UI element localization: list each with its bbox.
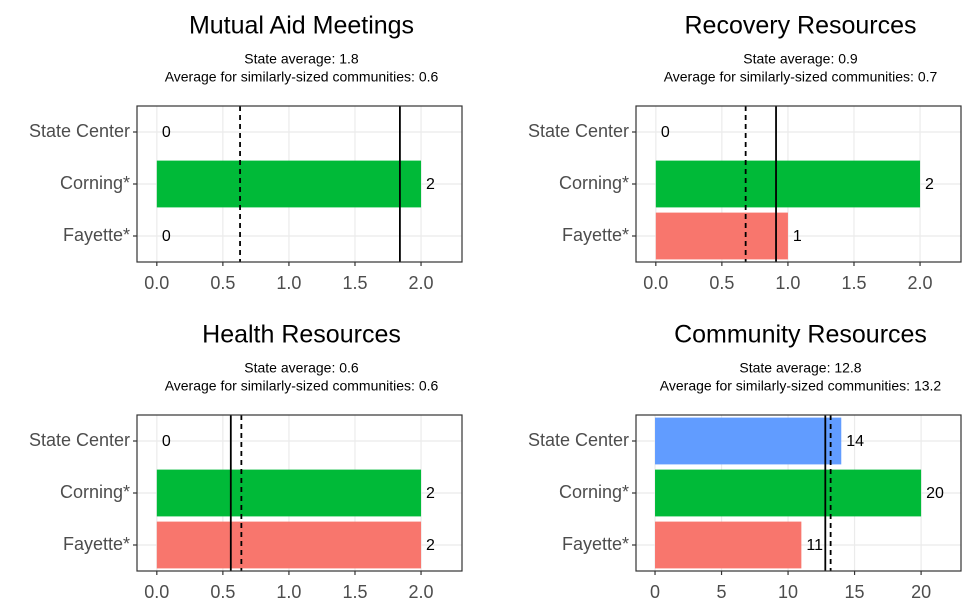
- bar: [156, 160, 422, 208]
- value-label: 2: [925, 176, 934, 193]
- panel-border: [136, 105, 463, 263]
- value-label: 1: [793, 228, 802, 245]
- x-tick-label: 1.5: [342, 273, 367, 293]
- panel-title: Health Resources: [202, 321, 401, 349]
- bar: [655, 160, 921, 208]
- x-tick-label: 1.5: [841, 273, 866, 293]
- y-tick-label: Corning*: [60, 482, 130, 502]
- x-tick-label: 2.0: [409, 582, 434, 602]
- y-tick-label: Corning*: [559, 173, 629, 193]
- value-label: 11: [806, 537, 823, 554]
- x-tick-label: 0.5: [709, 273, 734, 293]
- y-tick-label: State Center: [29, 121, 130, 141]
- x-tick-label: 0.0: [144, 582, 169, 602]
- panel-subtitle: State average: 0.9: [743, 51, 858, 67]
- panel-subtitle: Average for similarly-sized communities:…: [165, 69, 439, 85]
- x-tick-label: 1.0: [775, 273, 800, 293]
- value-label: 2: [426, 176, 435, 193]
- x-tick-label: 2.0: [908, 273, 933, 293]
- value-label: 20: [926, 485, 944, 502]
- x-tick-label: 1.0: [276, 273, 301, 293]
- bar: [156, 469, 422, 517]
- x-tick-label: 0.5: [210, 582, 235, 602]
- y-tick-label: Corning*: [60, 173, 130, 193]
- x-tick-label: 2.0: [409, 273, 434, 293]
- panel-border: [635, 414, 962, 572]
- panel-border: [136, 414, 463, 572]
- y-tick-label: State Center: [528, 121, 629, 141]
- x-tick-label: 0.0: [643, 273, 668, 293]
- panel-title: Recovery Resources: [684, 12, 916, 40]
- x-tick-label: 0: [650, 582, 660, 602]
- x-tick-label: 5: [717, 582, 727, 602]
- value-label: 2: [426, 537, 435, 554]
- value-label: 0: [661, 124, 670, 141]
- x-tick-label: 0.5: [210, 273, 235, 293]
- bar: [156, 521, 422, 569]
- y-tick-label: Fayette*: [562, 225, 629, 245]
- x-tick-label: 10: [778, 582, 798, 602]
- panel-subtitle: Average for similarly-sized communities:…: [660, 378, 942, 394]
- bar: [655, 417, 842, 465]
- y-tick-label: Fayette*: [63, 534, 130, 554]
- y-tick-label: Fayette*: [562, 534, 629, 554]
- value-label: 0: [162, 228, 171, 245]
- y-tick-label: State Center: [528, 430, 629, 450]
- panel-subtitle: State average: 1.8: [244, 51, 359, 67]
- x-tick-label: 1.5: [342, 582, 367, 602]
- bar: [655, 521, 802, 569]
- x-tick-label: 15: [845, 582, 865, 602]
- y-tick-label: State Center: [29, 430, 130, 450]
- bar: [655, 212, 788, 260]
- panel-subtitle: Average for similarly-sized communities:…: [165, 378, 439, 394]
- x-tick-label: 20: [911, 582, 931, 602]
- y-tick-label: Fayette*: [63, 225, 130, 245]
- panel-subtitle: Average for similarly-sized communities:…: [664, 69, 938, 85]
- panel-subtitle: State average: 12.8: [739, 360, 861, 376]
- x-tick-label: 1.0: [276, 582, 301, 602]
- panel-subtitle: State average: 0.6: [244, 360, 359, 376]
- panel-title: Mutual Aid Meetings: [189, 12, 414, 40]
- y-tick-label: Corning*: [559, 482, 629, 502]
- bar: [655, 469, 922, 517]
- panel-title: Community Resources: [674, 321, 927, 349]
- value-label: 0: [162, 433, 171, 450]
- value-label: 2: [426, 485, 435, 502]
- value-label: 0: [162, 124, 171, 141]
- x-tick-label: 0.0: [144, 273, 169, 293]
- value-label: 14: [846, 433, 864, 450]
- panel-border: [635, 105, 962, 263]
